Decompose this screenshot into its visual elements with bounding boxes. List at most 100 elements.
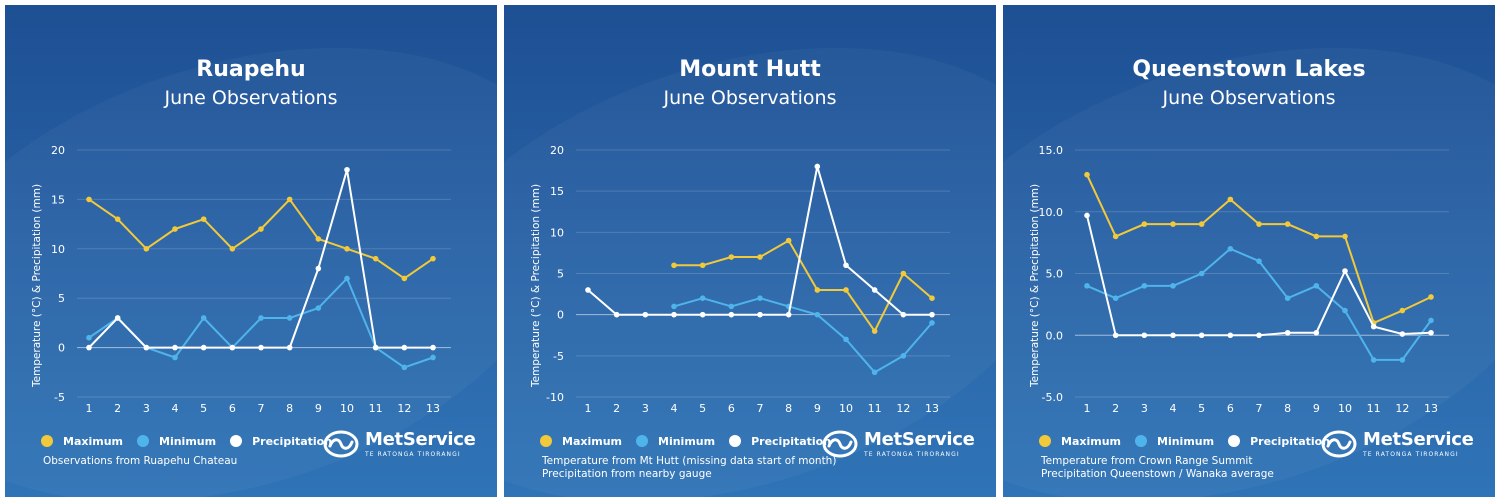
- data-point-precipitation: [1284, 329, 1291, 336]
- data-point-maximum: [1227, 196, 1234, 203]
- x-tick-label: 9: [315, 402, 322, 415]
- logo-subtitle: TE RATONGA TIRORANGI: [1363, 450, 1459, 458]
- data-point-maximum: [401, 275, 408, 282]
- series-line-precipitation: [1086, 215, 1432, 337]
- y-tick-label: 5: [58, 292, 65, 305]
- minimum-swatch: [636, 435, 648, 447]
- data-point-maximum: [1399, 307, 1406, 314]
- data-point-minimum: [1227, 246, 1234, 252]
- x-tick-label: 1: [585, 402, 592, 415]
- metservice-logo: MetService TE RATONGA TIRORANGI: [323, 426, 476, 462]
- y-tick-label: 10.0: [1039, 206, 1064, 219]
- x-tick-label: 13: [925, 402, 939, 415]
- maximum-swatch: [41, 435, 53, 447]
- data-point-maximum: [1342, 233, 1348, 240]
- legend-item-maximum: Maximum: [1039, 435, 1121, 448]
- data-point-maximum: [1141, 221, 1148, 227]
- x-tick-label: 5: [1198, 402, 1205, 415]
- data-point-precipitation: [172, 344, 178, 351]
- series-line-precipitation: [88, 168, 433, 349]
- legend-label-precipitation: Precipitation: [1250, 434, 1331, 448]
- data-point-minimum: [1428, 317, 1434, 324]
- y-tick-label: -5: [54, 391, 65, 404]
- x-tick-label: 5: [200, 402, 207, 415]
- x-tick-label: 8: [286, 402, 293, 415]
- data-point-minimum: [1399, 357, 1406, 363]
- data-point-minimum: [1284, 295, 1291, 302]
- data-point-maximum: [671, 262, 677, 269]
- data-point-precipitation: [642, 311, 649, 318]
- series-line-maximum: [674, 239, 933, 333]
- data-point-maximum: [344, 246, 350, 252]
- precipitation-swatch: [1228, 435, 1241, 447]
- x-tick-label: 6: [1227, 402, 1234, 415]
- legend-item-maximum: Maximum: [41, 435, 123, 448]
- data-point-precipitation: [1141, 332, 1148, 339]
- data-point-minimum: [699, 295, 706, 302]
- chart-notes: Temperature from Crown Range Summit Prec…: [1041, 455, 1481, 481]
- data-point-precipitation: [728, 311, 735, 318]
- data-point-precipitation: [585, 287, 591, 293]
- data-point-minimum: [871, 369, 878, 376]
- note-line: Precipitation Queenstown / Wanaka averag…: [1041, 468, 1274, 480]
- data-point-precipitation: [929, 311, 935, 318]
- logo-subtitle: TE RATONGA TIRORANGI: [864, 450, 960, 458]
- data-point-precipitation: [200, 344, 207, 351]
- x-tick-label: 7: [258, 402, 265, 415]
- data-point-precipitation: [1399, 331, 1406, 337]
- x-tick-label: 6: [229, 402, 236, 415]
- data-point-precipitation: [143, 344, 150, 351]
- legend: Maximum Minimum Precipitation: [540, 431, 845, 451]
- legend-item-minimum: Minimum: [636, 435, 715, 448]
- data-point-precipitation: [1170, 332, 1176, 339]
- metservice-logo: MetService TE RATONGA TIRORANGI: [822, 426, 975, 462]
- data-point-precipitation: [1198, 332, 1205, 339]
- data-point-maximum: [900, 270, 907, 277]
- x-tick-label: 12: [896, 402, 910, 415]
- data-point-precipitation: [1227, 332, 1234, 339]
- chart-panel-mount-hutt: Mount Hutt June Observations -10 -5 0 5 10 15…: [504, 5, 996, 497]
- minimum-swatch: [137, 435, 149, 447]
- y-tick-label: 10: [51, 243, 65, 256]
- x-tick-label: 7: [757, 402, 764, 415]
- data-point-minimum: [286, 315, 293, 321]
- data-point-precipitation: [86, 344, 92, 351]
- note-line: Temperature from Mt Hutt (missing data s…: [542, 455, 837, 467]
- x-tick-label: 4: [172, 402, 179, 415]
- x-tick-label: 12: [397, 402, 411, 415]
- data-point-minimum: [814, 311, 821, 318]
- data-point-precipitation: [372, 344, 379, 351]
- data-point-maximum: [229, 246, 236, 252]
- chart-title: Mount Hutt: [679, 57, 821, 82]
- data-point-maximum: [315, 236, 322, 242]
- data-point-minimum: [900, 353, 907, 359]
- data-point-maximum: [1428, 294, 1434, 300]
- legend: Maximum Minimum Precipitation: [41, 431, 346, 451]
- x-tick-label: 11: [369, 402, 383, 415]
- legend-label-maximum: Maximum: [63, 434, 123, 448]
- data-point-minimum: [430, 354, 436, 361]
- data-point-maximum: [86, 196, 92, 203]
- data-point-maximum: [757, 254, 763, 260]
- legend-item-minimum: Minimum: [137, 435, 216, 448]
- data-point-minimum: [1198, 270, 1205, 277]
- legend-label-minimum: Minimum: [159, 434, 217, 448]
- x-tick-label: 3: [642, 402, 649, 415]
- x-tick-label: 11: [868, 402, 882, 415]
- x-tick-label: 7: [1256, 402, 1263, 415]
- x-tick-label: 10: [1338, 402, 1352, 415]
- data-point-precipitation: [1428, 329, 1434, 336]
- data-point-minimum: [172, 354, 178, 361]
- y-axis-label: Temperature (°C) & Precipitation (mm): [31, 184, 43, 388]
- x-tick-label: 13: [1424, 402, 1438, 415]
- data-point-maximum: [1198, 221, 1205, 227]
- note-line: Observations from Ruapehu Chateau: [43, 455, 238, 467]
- data-point-precipitation: [1342, 268, 1348, 274]
- data-point-minimum: [258, 315, 264, 321]
- legend-label-precipitation: Precipitation: [252, 434, 333, 448]
- legend-item-maximum: Maximum: [540, 435, 622, 448]
- data-point-precipitation: [229, 344, 236, 351]
- data-point-minimum: [1370, 357, 1377, 363]
- data-point-maximum: [1084, 171, 1090, 178]
- x-tick-label: 11: [1367, 402, 1381, 415]
